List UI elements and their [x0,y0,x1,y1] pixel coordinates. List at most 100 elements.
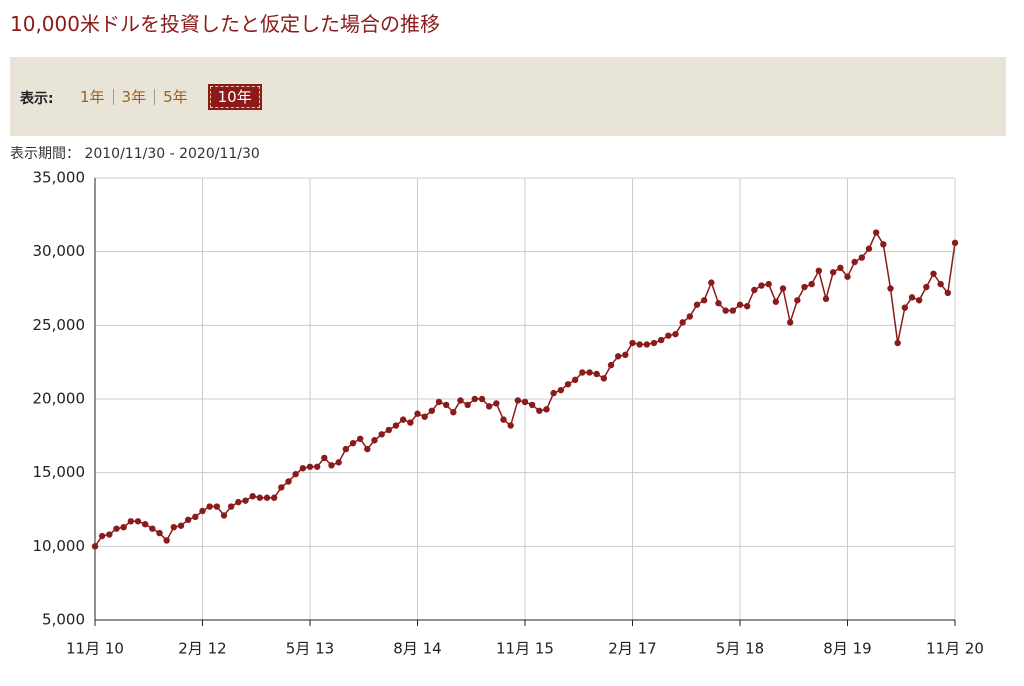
data-point [134,518,142,525]
x-tick-label: 11月 15 [496,640,554,658]
range-option[interactable]: 10年 [207,84,262,110]
data-point [908,294,916,301]
data-point [256,494,264,501]
data-point [837,264,844,272]
data-point [786,319,794,326]
data-point [156,529,163,537]
data-point [349,440,357,447]
data-point [98,532,106,540]
data-point [672,330,679,338]
range-option[interactable]: 1年 [80,88,105,106]
data-point [106,531,113,538]
data-point [700,297,708,304]
data-point [184,516,192,524]
data-point [335,459,342,466]
data-point [550,389,557,397]
data-point [865,245,873,252]
filter-bar: 表示: 1年 3年 5年 10年 [10,57,1006,136]
data-point [693,301,701,308]
data-point [407,419,414,426]
data-point [170,523,178,531]
range-option[interactable]: 3年 [121,88,147,106]
data-point [736,301,744,308]
data-point [285,478,292,485]
data-point [758,282,765,289]
data-point [564,381,572,388]
data-point [227,503,235,510]
data-point [937,280,944,288]
data-point [428,407,436,414]
data-point [163,537,170,544]
x-tick-label: 8月 14 [393,640,441,658]
data-point [378,431,385,438]
data-point [392,422,400,429]
data-point [263,494,271,501]
data-point [249,493,256,500]
data-point [471,395,479,403]
data-point [199,507,206,515]
data-point [650,339,658,347]
data-point [729,307,737,314]
data-point [851,258,858,266]
data-point [342,445,350,453]
range-option[interactable]: 5年 [163,88,188,106]
data-point [643,341,651,348]
data-point [414,410,421,417]
data-point [915,297,923,304]
x-tick-label: 2月 12 [178,640,226,658]
data-point [464,401,471,409]
data-point [794,297,801,304]
data-point [507,422,514,429]
x-tick-label: 8月 19 [823,640,871,658]
separator [154,89,156,105]
chart: 5,000 10,000 15,000 20,000 25,000 30,000 35,00… [33,169,984,658]
x-tick-label: 11月 10 [66,640,124,658]
data-point [715,300,722,307]
data-point [313,463,321,470]
x-tick-label: 5月 13 [286,640,334,658]
y-tick-label: 20,000 [33,390,86,408]
data-point [607,361,615,369]
data-point [500,416,507,423]
data-point [306,463,314,470]
data-point [679,319,686,326]
data-point [356,435,364,442]
data-point [614,353,622,360]
data-point [629,339,636,347]
y-tick-label: 10,000 [33,537,86,555]
data-point [385,426,393,434]
data-point [235,498,242,506]
x-tick-label: 5月 18 [716,640,764,658]
data-point [536,407,543,414]
data-point [299,465,307,472]
data-point [751,286,758,294]
data-point [872,229,880,236]
data-point [113,525,120,532]
x-tick-label: 11月 20 [926,640,984,658]
data-point [127,518,135,525]
y-tick-label: 15,000 [33,463,86,481]
y-tick-label: 25,000 [33,316,86,334]
data-point [600,375,608,382]
data-point [772,298,780,305]
data-point [120,523,127,531]
data-point [177,522,185,529]
period: 表示期間： 2010/11/30 - 2020/11/30 [10,146,260,162]
data-point [586,369,593,376]
page-title: 10,000米ドルを投資したと仮定した場合の推移 [10,12,440,36]
data-point [442,401,450,409]
data-point [364,445,371,453]
data-point [399,416,407,423]
data-point [270,494,278,501]
y-tick-label: 30,000 [33,242,86,260]
data-point [435,398,443,406]
data-point [808,280,815,288]
data-point [278,484,285,491]
data-point [493,400,500,407]
data-point [450,409,457,416]
data-point [657,336,665,344]
data-point [844,273,851,280]
data-point [901,304,909,311]
data-point [206,503,213,510]
